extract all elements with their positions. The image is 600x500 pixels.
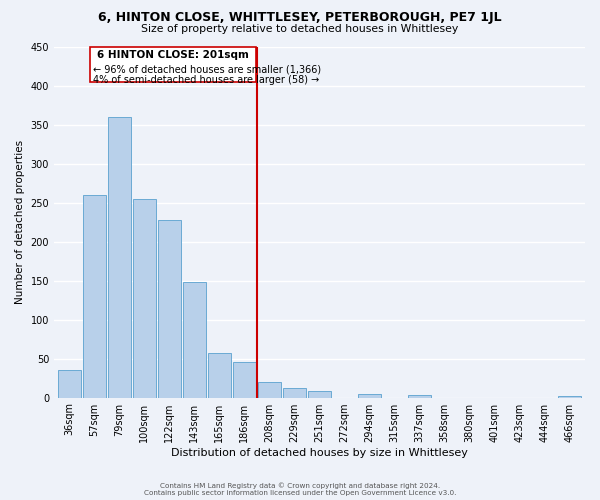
Bar bbox=[133, 198, 156, 398]
Bar bbox=[83, 194, 106, 398]
Bar bbox=[58, 370, 80, 398]
Bar bbox=[183, 282, 206, 398]
Bar bbox=[308, 392, 331, 398]
Text: 4% of semi-detached houses are larger (58) →: 4% of semi-detached houses are larger (5… bbox=[93, 74, 319, 85]
FancyBboxPatch shape bbox=[91, 46, 256, 82]
X-axis label: Distribution of detached houses by size in Whittlesey: Distribution of detached houses by size … bbox=[171, 448, 468, 458]
Text: Contains public sector information licensed under the Open Government Licence v3: Contains public sector information licen… bbox=[144, 490, 456, 496]
Text: 6 HINTON CLOSE: 201sqm: 6 HINTON CLOSE: 201sqm bbox=[97, 50, 249, 59]
Text: Size of property relative to detached houses in Whittlesey: Size of property relative to detached ho… bbox=[142, 24, 458, 34]
Bar bbox=[208, 353, 231, 398]
Bar bbox=[358, 394, 381, 398]
Bar bbox=[408, 395, 431, 398]
Bar bbox=[158, 220, 181, 398]
Bar bbox=[283, 388, 306, 398]
Bar bbox=[258, 382, 281, 398]
Y-axis label: Number of detached properties: Number of detached properties bbox=[15, 140, 25, 304]
Bar bbox=[559, 396, 581, 398]
Bar bbox=[233, 362, 256, 398]
Text: 6, HINTON CLOSE, WHITTLESEY, PETERBOROUGH, PE7 1JL: 6, HINTON CLOSE, WHITTLESEY, PETERBOROUG… bbox=[98, 11, 502, 24]
Text: Contains HM Land Registry data © Crown copyright and database right 2024.: Contains HM Land Registry data © Crown c… bbox=[160, 482, 440, 489]
Bar bbox=[107, 116, 131, 398]
Text: ← 96% of detached houses are smaller (1,366): ← 96% of detached houses are smaller (1,… bbox=[93, 64, 321, 74]
